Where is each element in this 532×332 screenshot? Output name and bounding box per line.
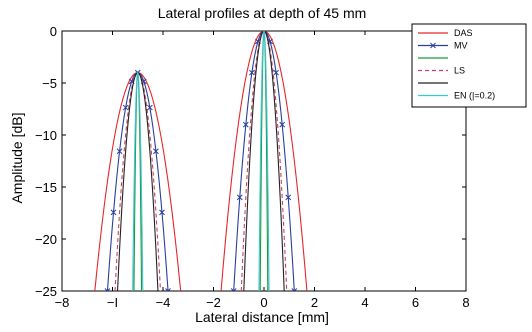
legend-label: EN (|=0.2) [454, 91, 495, 101]
x-tick-label: 6 [412, 295, 419, 310]
series-line [94, 72, 182, 291]
axes [61, 30, 467, 292]
series-marker [236, 194, 243, 201]
x-tick-label: −2 [206, 295, 221, 310]
series-line [133, 70, 143, 291]
series-0 [94, 31, 308, 291]
series-marker [110, 209, 117, 216]
series-marker [122, 104, 129, 111]
series-line [114, 71, 162, 291]
series-5 [132, 31, 270, 291]
series-marker [279, 121, 286, 128]
series-marker [159, 209, 165, 216]
y-tick-label: −10 [35, 128, 57, 143]
y-axis-label: Amplitude [dB] [9, 112, 25, 203]
legend-marker [430, 42, 436, 49]
legend-label: LS [454, 66, 465, 76]
chart-title: Lateral profiles at depth of 45 mm [158, 5, 367, 21]
series-line [258, 31, 270, 291]
series-marker [104, 288, 111, 291]
x-tick-label: 0 [260, 295, 267, 310]
series-line [220, 31, 308, 291]
x-tick-label: −4 [156, 295, 171, 310]
series-marker [230, 288, 237, 291]
x-tick-label: −I [107, 295, 118, 310]
series-marker [285, 194, 292, 201]
series-marker [273, 69, 279, 76]
y-tick-label: −5 [42, 76, 57, 91]
x-tick-label: 8 [462, 295, 469, 310]
legend-label: MV [454, 41, 468, 51]
x-tick-label: 4 [361, 295, 368, 310]
series-group [94, 31, 308, 291]
x-tick-label: −8 [55, 295, 70, 310]
series-line [259, 31, 269, 291]
y-tick-label: 0 [50, 24, 57, 39]
tick-labels: −8 −I −4 −2 0 2 4 6 80−5−10−15−20−25 [35, 24, 470, 310]
y-tick-label: −15 [35, 180, 57, 195]
series-marker [165, 288, 171, 291]
series-line [240, 31, 288, 291]
y-tick-label: −25 [35, 284, 57, 299]
legend-label: DAS [454, 28, 473, 38]
series-marker [153, 148, 159, 155]
x-tick-label: 2 [311, 295, 318, 310]
x-axis-label: Lateral distance [mm] [195, 309, 329, 325]
series-marker [147, 104, 153, 111]
legend-box [411, 23, 527, 108]
legend: DAS MV LS EN (|=0.2) [411, 23, 527, 108]
series-marker [291, 288, 298, 291]
plot-frame [61, 30, 467, 292]
series-marker [242, 121, 249, 128]
y-tick-label: −20 [35, 232, 57, 247]
series-line [132, 71, 144, 291]
series-line [233, 31, 295, 291]
series-marker [116, 148, 123, 155]
series-line [243, 31, 285, 291]
series-marker [249, 69, 255, 76]
